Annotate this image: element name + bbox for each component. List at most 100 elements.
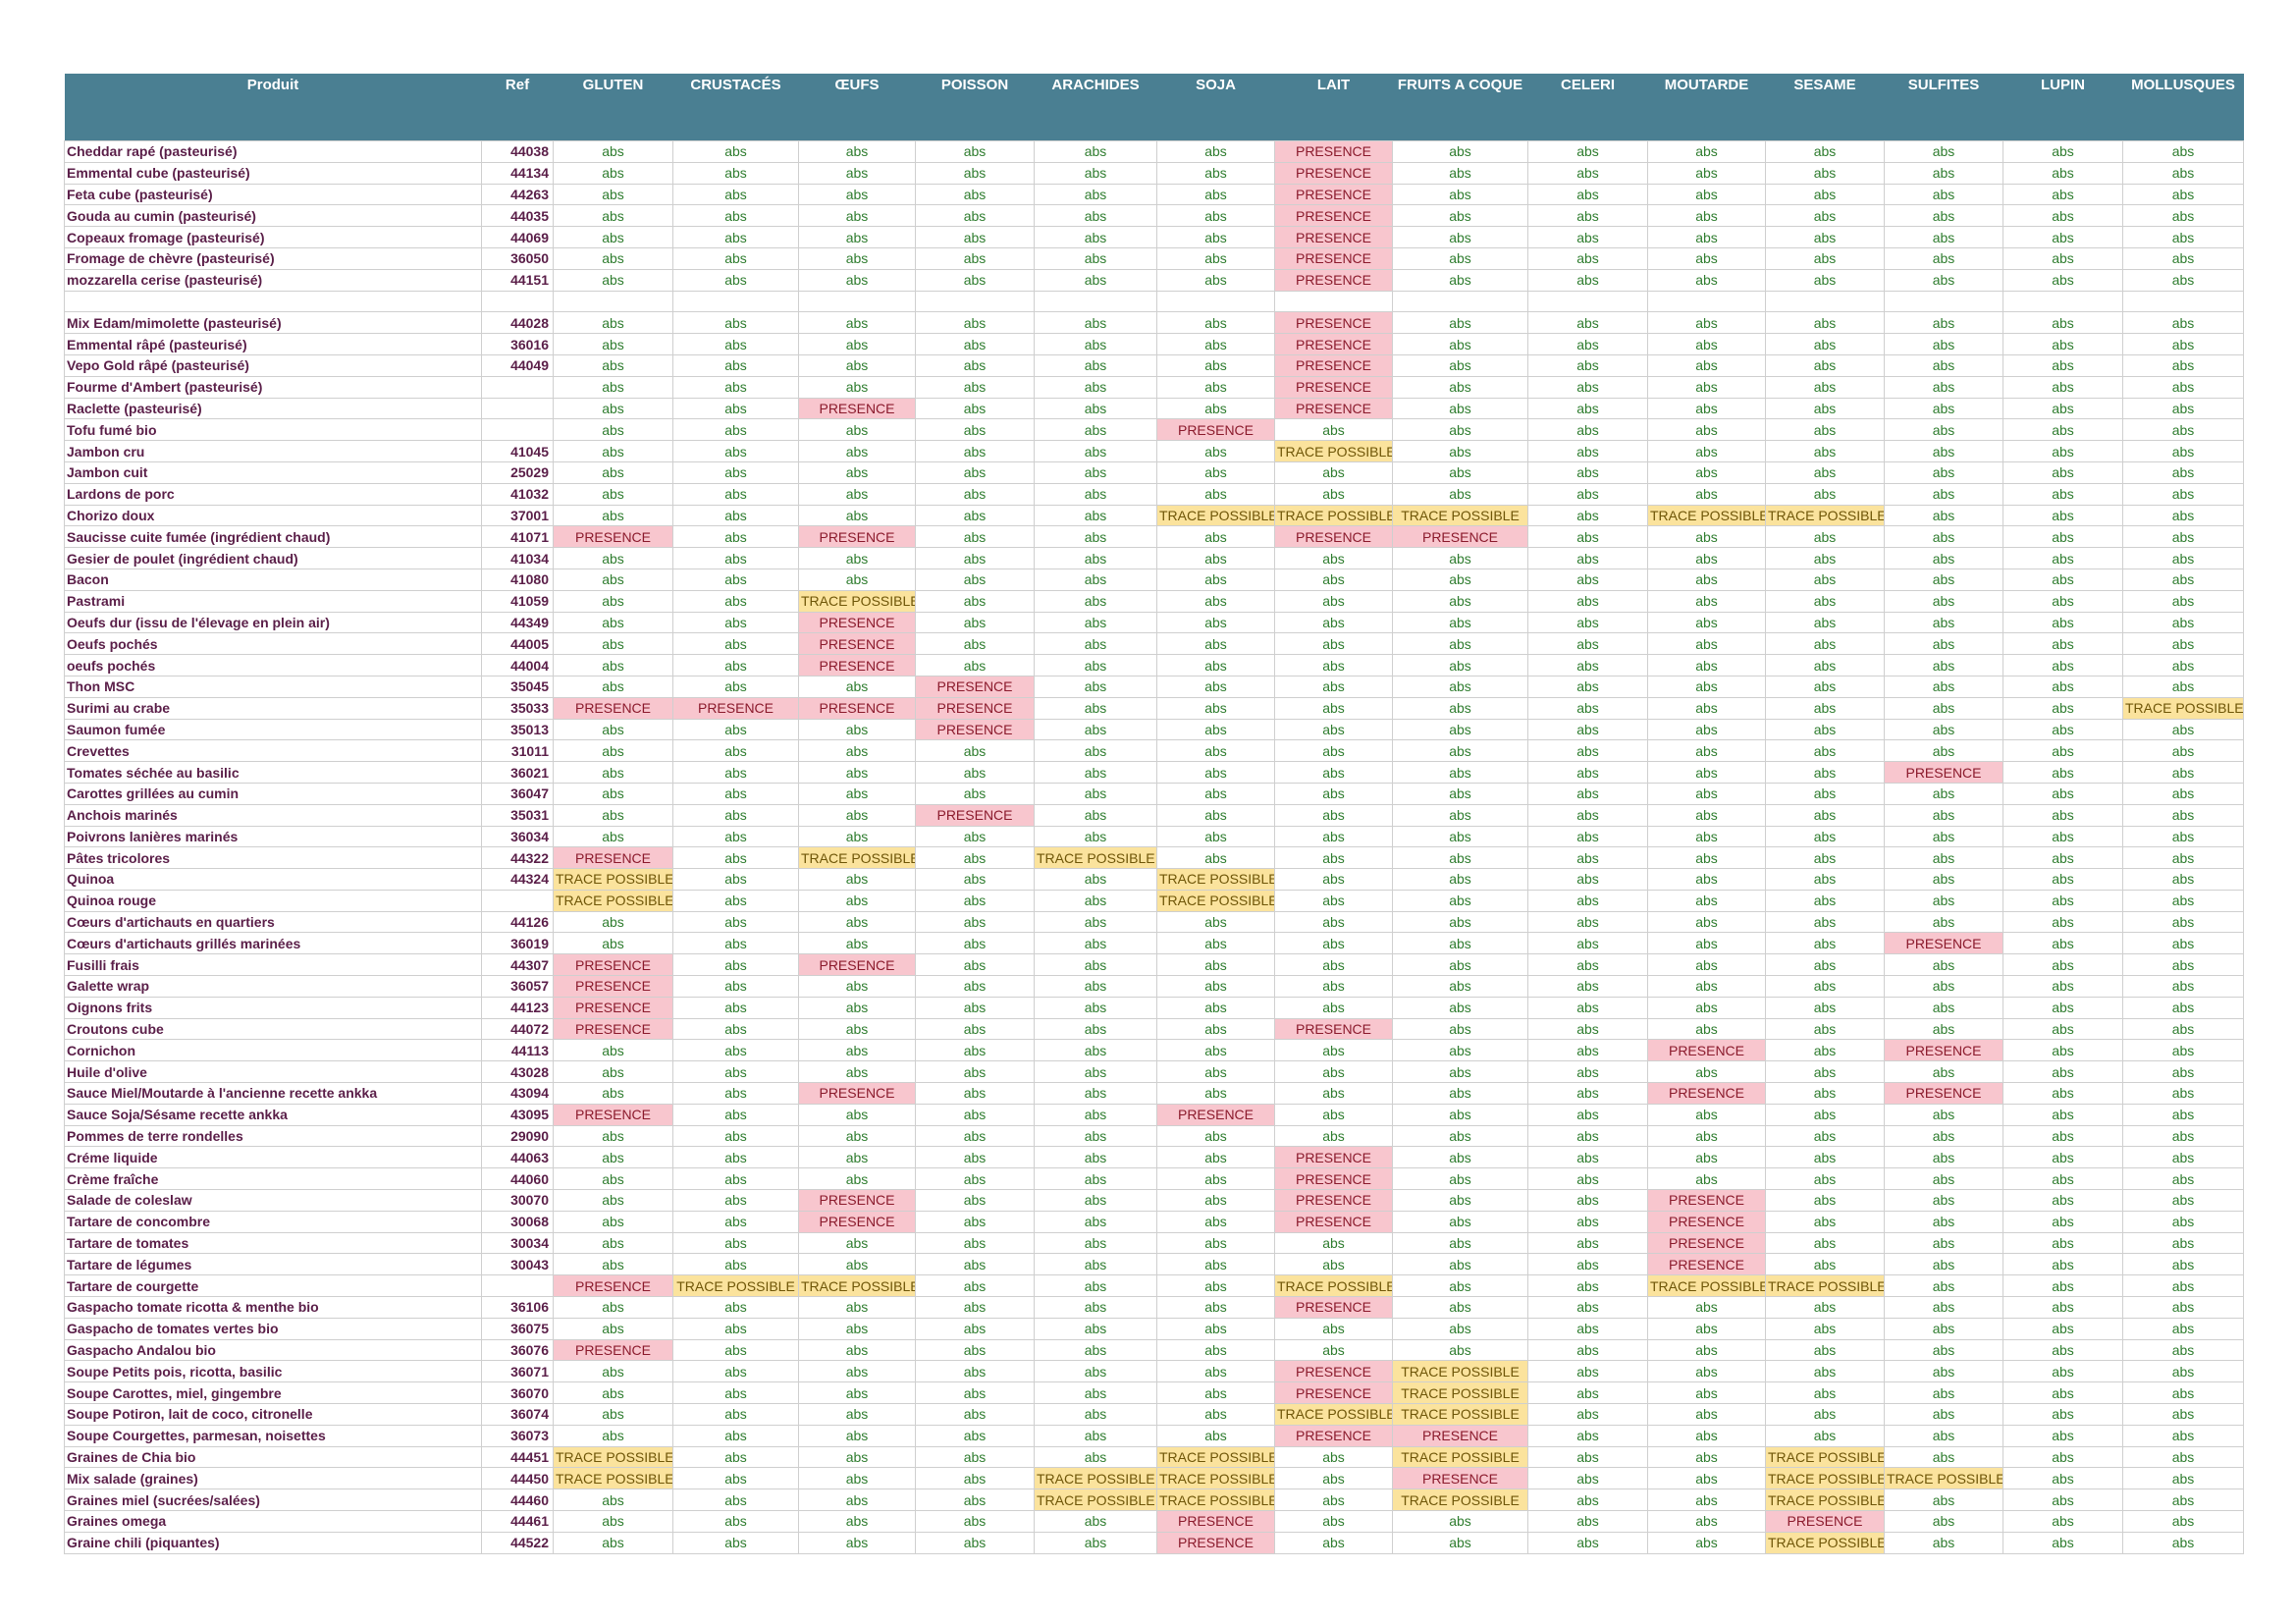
allergen-cell: abs bbox=[1034, 1210, 1157, 1233]
allergen-cell: TRACE POSSIBLE bbox=[1765, 1467, 1885, 1490]
allergen-cell: abs bbox=[1527, 226, 1648, 248]
allergen-cell: abs bbox=[2122, 1167, 2244, 1191]
allergen-cell: abs bbox=[1156, 1167, 1275, 1191]
product-name: Gaspacho tomate ricotta & menthe bio bbox=[64, 1296, 482, 1319]
allergen-cell: abs bbox=[915, 953, 1035, 977]
allergen-cell: abs bbox=[672, 1231, 799, 1255]
table-row: Surimi au crabe 35033 PRESENCE PRESENCE PRES… bbox=[64, 696, 2244, 720]
allergen-cell: TRACE POSSIBLE bbox=[1034, 846, 1157, 870]
allergen-cell: abs bbox=[1765, 1317, 1885, 1340]
allergen-cell: abs bbox=[1765, 953, 1885, 977]
allergen-cell: abs bbox=[1156, 1017, 1275, 1041]
table-row: Tartare de légumes 30043 abs abs abs abs abs ab… bbox=[64, 1253, 2244, 1276]
allergen-cell: abs bbox=[798, 1467, 916, 1490]
allergen-cell: abs bbox=[1156, 1296, 1275, 1319]
allergen-cell: abs bbox=[2002, 932, 2123, 955]
allergen-cell: abs bbox=[1034, 718, 1157, 741]
allergen-cell: abs bbox=[1527, 975, 1648, 998]
allergen-cell: abs bbox=[1156, 739, 1275, 763]
allergen-cell: PRESENCE bbox=[1156, 418, 1275, 442]
allergen-cell: abs bbox=[915, 761, 1035, 784]
product-name: Crevettes bbox=[64, 739, 482, 763]
product-name: Copeaux fromage (pasteurisé) bbox=[64, 226, 482, 248]
allergen-cell: TRACE POSSIBLE bbox=[1647, 504, 1766, 527]
allergen-cell: abs bbox=[1156, 333, 1275, 355]
allergen-cell: abs bbox=[1884, 1189, 2003, 1212]
allergen-cell: abs bbox=[798, 1039, 916, 1062]
allergen-cell: PRESENCE bbox=[798, 1082, 916, 1105]
allergen-cell: abs bbox=[1392, 568, 1528, 591]
table-row: Quinoa rouge TRACE POSSIBLE abs abs abs abs TR… bbox=[64, 889, 2244, 912]
allergen-cell: abs bbox=[915, 1231, 1035, 1255]
product-name: Quinoa rouge bbox=[64, 889, 482, 912]
allergen-cell: abs bbox=[1765, 739, 1885, 763]
table-body: Cheddar rapé (pasteurisé) 44038 abs abs abs a… bbox=[64, 140, 2244, 1554]
allergen-cell: abs bbox=[1034, 1082, 1157, 1105]
allergen-cell: abs bbox=[2122, 889, 2244, 912]
allergen-cell: abs bbox=[553, 268, 673, 292]
allergen-cell: abs bbox=[798, 1296, 916, 1319]
allergen-cell: abs bbox=[1034, 739, 1157, 763]
allergen-cell: abs bbox=[1034, 953, 1157, 977]
product-name: Saucisse cuite fumée (ingrédient chaud) bbox=[64, 525, 482, 549]
column-header-7: SOJA bbox=[1156, 74, 1275, 141]
allergen-cell: abs bbox=[1527, 397, 1648, 420]
allergen-cell: abs bbox=[1274, 654, 1393, 677]
allergen-cell: abs bbox=[1527, 460, 1648, 484]
allergen-cell: abs bbox=[2002, 333, 2123, 355]
allergen-cell: abs bbox=[1156, 1082, 1275, 1105]
allergen-cell: abs bbox=[798, 246, 916, 270]
allergen-cell: abs bbox=[1647, 1103, 1766, 1126]
allergen-cell: abs bbox=[1034, 460, 1157, 484]
product-name: Surimi au crabe bbox=[64, 696, 482, 720]
product-name: Graine chili (piquantes) bbox=[64, 1531, 482, 1554]
product-ref: 36021 bbox=[481, 761, 554, 784]
allergen-cell: abs bbox=[553, 1489, 673, 1511]
allergen-cell: abs bbox=[672, 761, 799, 784]
allergen-cell: TRACE POSSIBLE bbox=[798, 846, 916, 870]
allergen-cell: abs bbox=[1156, 761, 1275, 784]
allergen-cell: abs bbox=[1034, 932, 1157, 955]
allergen-cell: abs bbox=[2122, 868, 2244, 891]
allergen-cell: abs bbox=[1527, 825, 1648, 848]
product-name: Gaspacho de tomates vertes bio bbox=[64, 1317, 482, 1340]
allergen-cell: abs bbox=[1527, 589, 1648, 613]
allergen-cell: abs bbox=[553, 482, 673, 506]
allergen-cell: abs bbox=[553, 460, 673, 484]
table-row: Cœurs d'artichauts en quartiers 44126 abs a… bbox=[64, 910, 2244, 934]
allergen-cell: abs bbox=[1392, 675, 1528, 698]
allergen-cell: abs bbox=[1274, 418, 1393, 442]
column-header-11: MOUTARDE bbox=[1647, 74, 1766, 141]
allergen-cell: abs bbox=[553, 675, 673, 698]
allergen-cell: abs bbox=[553, 418, 673, 442]
allergen-cell: abs bbox=[1392, 739, 1528, 763]
allergen-cell: abs bbox=[1884, 996, 2003, 1019]
table-row: Jambon cuit 25029 abs abs abs abs abs abs abs abs… bbox=[64, 460, 2244, 484]
allergen-cell: abs bbox=[1884, 482, 2003, 506]
allergen-cell: abs bbox=[1156, 1274, 1275, 1298]
product-ref: 44324 bbox=[481, 868, 554, 891]
allergen-cell: abs bbox=[1527, 739, 1648, 763]
allergen-cell: abs bbox=[1765, 397, 1885, 420]
allergen-cell: PRESENCE bbox=[1274, 397, 1393, 420]
allergen-cell: abs bbox=[672, 718, 799, 741]
allergen-cell: abs bbox=[915, 568, 1035, 591]
product-ref: 44005 bbox=[481, 632, 554, 656]
allergen-cell: abs bbox=[553, 654, 673, 677]
allergen-cell: abs bbox=[2122, 440, 2244, 462]
allergen-cell: abs bbox=[1156, 311, 1275, 335]
allergen-cell: abs bbox=[2002, 1231, 2123, 1255]
allergen-cell: TRACE POSSIBLE bbox=[1274, 440, 1393, 462]
allergen-cell: abs bbox=[2002, 1060, 2123, 1084]
allergen-cell: abs bbox=[1884, 1445, 2003, 1469]
allergen-cell: abs bbox=[1647, 632, 1766, 656]
allergen-cell bbox=[672, 290, 799, 313]
allergen-cell: abs bbox=[1392, 1253, 1528, 1276]
allergen-cell: abs bbox=[1392, 1124, 1528, 1148]
allergen-cell: abs bbox=[1156, 140, 1275, 163]
allergen-cell bbox=[1884, 290, 2003, 313]
allergen-cell: abs bbox=[553, 739, 673, 763]
table-row: Carottes grillées au cumin 36047 abs abs abs… bbox=[64, 782, 2244, 805]
allergen-cell: abs bbox=[1392, 311, 1528, 335]
allergen-cell: abs bbox=[1884, 675, 2003, 698]
